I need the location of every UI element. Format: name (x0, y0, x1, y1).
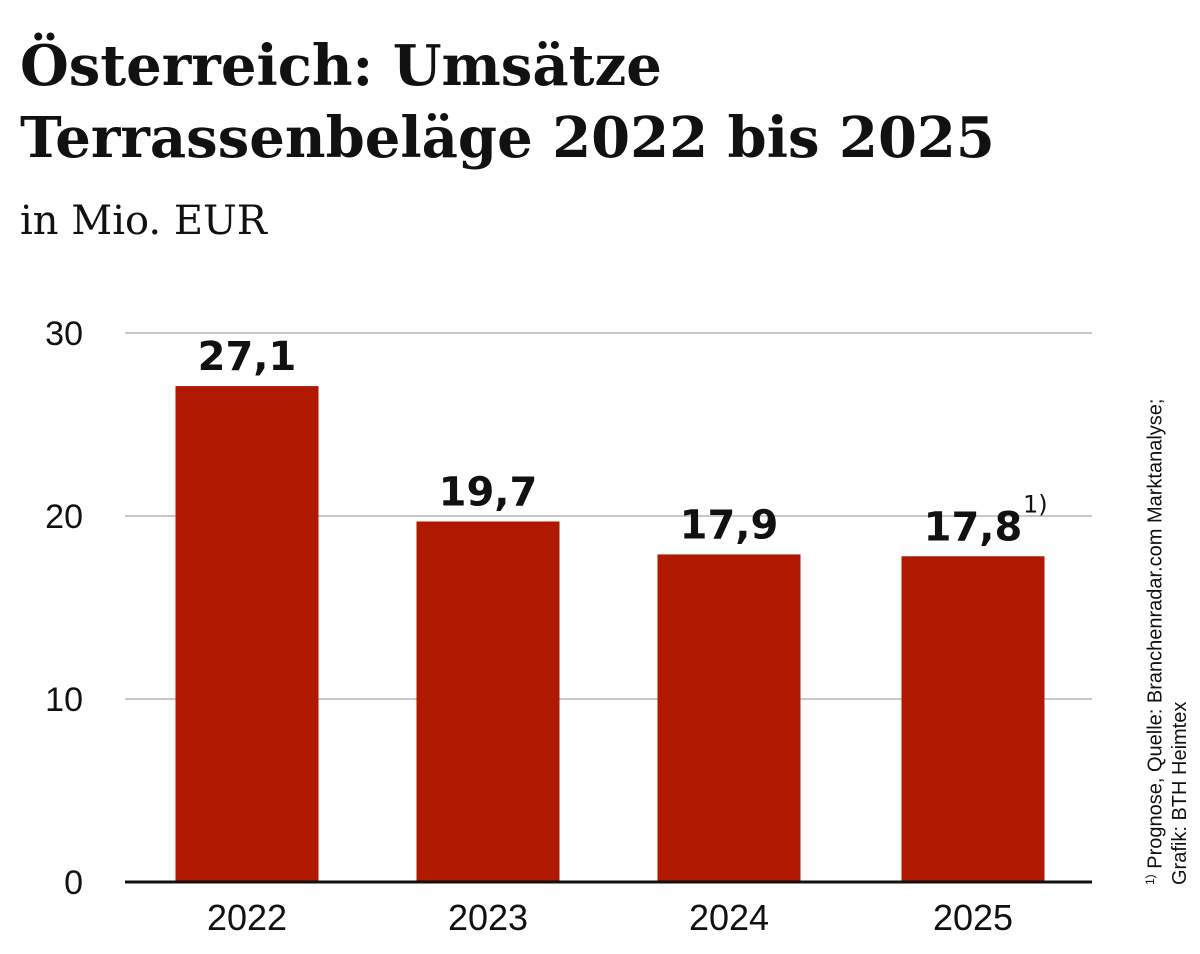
data-label: 17,9 (680, 502, 779, 548)
data-label: 17,8 (924, 504, 1023, 550)
bar (657, 554, 801, 882)
data-label: 19,7 (439, 469, 538, 515)
y-tick-label: 30 (45, 315, 83, 353)
source-footnote: 1) Prognose, Quelle: Branchenradar.com M… (1138, 399, 1192, 885)
data-label: 27,1 (198, 334, 297, 380)
y-tick-label: 10 (45, 681, 83, 719)
footnote-line-1: 1) Prognose, Quelle: Branchenradar.com M… (1138, 399, 1168, 885)
chart-subtitle: in Mio. EUR (20, 198, 267, 244)
x-tick-label: 2022 (207, 897, 287, 938)
y-tick-label: 0 (64, 864, 83, 902)
footnote-text: Prognose, Quelle: Branchenradar.com Mark… (1144, 398, 1167, 869)
x-tick-label: 2024 (689, 897, 769, 938)
y-tick-label: 20 (45, 498, 83, 536)
x-tick-label: 2025 (933, 897, 1013, 938)
bar (416, 521, 560, 882)
footnote-marker: 1) (1143, 874, 1157, 885)
bar (901, 556, 1045, 882)
chart-title: Österreich: Umsätze Terrassenbeläge 2022… (20, 33, 995, 171)
x-tick-label: 2023 (448, 897, 528, 938)
bar (175, 386, 319, 882)
data-label-footnote-marker: 1) (1023, 490, 1048, 518)
footnote-line-2: Grafik: BTH Heimtex (1168, 701, 1191, 885)
